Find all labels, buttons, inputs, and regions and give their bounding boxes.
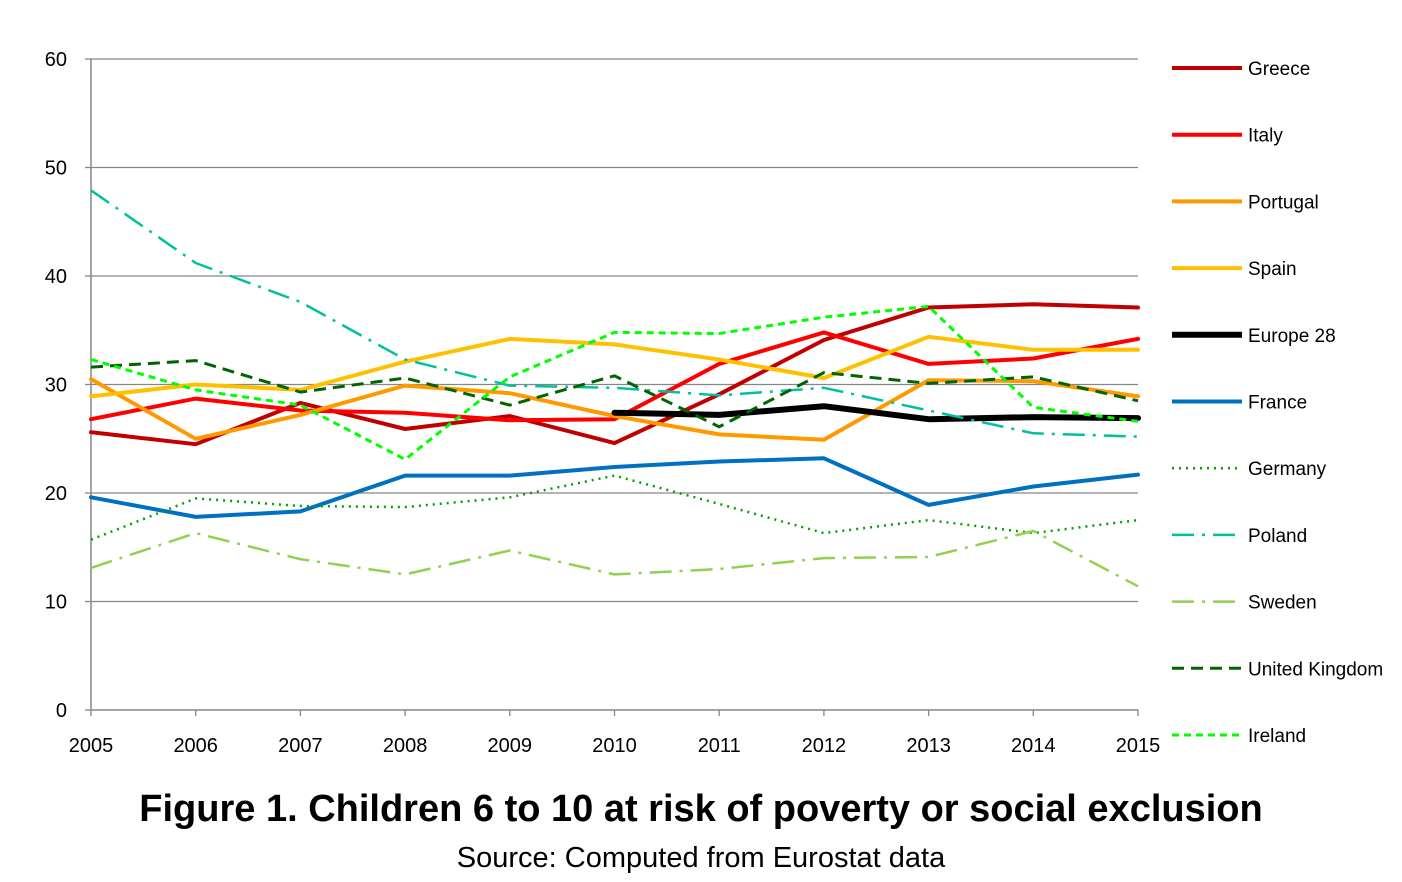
legend-label-germany: Germany — [1248, 459, 1327, 480]
series-line-france — [89, 456, 1140, 519]
series-lines — [89, 189, 1141, 588]
axes: 0 10 20 30 40 50 60 2005 2006 2007 2008 2009 2010 201… — [45, 49, 1161, 757]
y-tick-label: 50 — [45, 158, 67, 180]
series-line-portugal — [89, 377, 1140, 442]
legend-label-sweden: Sweden — [1248, 593, 1317, 614]
series-line-spain — [89, 334, 1140, 399]
series-line-italy — [89, 330, 1140, 423]
gridlines — [91, 58, 1138, 603]
legend-label-europe-28: Europe 28 — [1248, 326, 1336, 347]
x-tick-label: 2014 — [1011, 735, 1056, 757]
x-tick-label: 2005 — [69, 735, 114, 757]
series-line-europe-28 — [611, 403, 1141, 423]
series-line-germany — [90, 474, 1139, 541]
series-line-poland — [90, 189, 1139, 438]
x-tick-label: 2006 — [173, 735, 218, 757]
y-tick-label: 10 — [45, 592, 67, 614]
x-tick-label: 2010 — [592, 735, 637, 757]
y-tick-label: 60 — [45, 49, 67, 71]
x-tick-label: 2009 — [488, 735, 533, 757]
series-line-ireland — [90, 304, 1139, 461]
x-tick-label: 2007 — [278, 735, 323, 757]
series-line-greece — [89, 302, 1140, 447]
y-tick-label: 20 — [45, 483, 67, 505]
series-line-united-kingdom — [90, 359, 1139, 429]
x-tick-label: 2011 — [698, 735, 741, 757]
legend-label-ireland: Ireland — [1248, 726, 1306, 747]
figure-caption-source: Source: Computed from Eurostat data — [456, 842, 946, 874]
legend-label-united-kingdom: United Kingdom — [1248, 659, 1383, 680]
line-chart: 0 10 20 30 40 50 60 2005 2006 2007 2008 2009 2010 201… — [45, 49, 1383, 757]
y-tick-label: 0 — [56, 700, 67, 722]
x-tick-label: 2013 — [906, 735, 951, 757]
series-line-sweden — [90, 529, 1139, 588]
legend-label-poland: Poland — [1248, 526, 1307, 547]
legend-label-greece: Greece — [1248, 59, 1310, 80]
x-tick-label: 2008 — [383, 735, 428, 757]
x-tick-label: 2012 — [802, 735, 847, 757]
legend-label-spain: Spain — [1248, 259, 1297, 280]
y-tick-label: 40 — [45, 266, 67, 288]
legend-label-italy: Italy — [1248, 126, 1283, 147]
legend-label-france: France — [1248, 393, 1307, 414]
legend-label-portugal: Portugal — [1248, 192, 1319, 213]
legend: Greece Italy Portugal Spain Europe 28 France G… — [1172, 59, 1383, 747]
y-tick-label: 30 — [45, 375, 67, 397]
figure-caption-title: Figure 1. Children 6 to 10 at risk of po… — [139, 788, 1263, 830]
x-tick-label: 2015 — [1116, 735, 1161, 757]
